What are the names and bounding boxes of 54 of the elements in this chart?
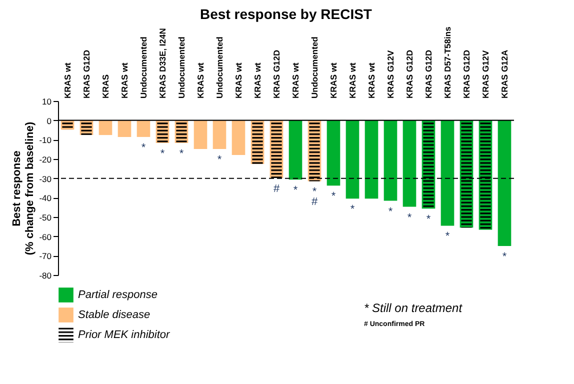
x-tick-label: KRAS wt	[196, 62, 206, 98]
x-tick-label: KRAS wt	[366, 62, 376, 98]
data-label: *	[502, 251, 508, 263]
data-label: *	[426, 214, 432, 226]
data-label: *	[388, 206, 394, 218]
x-tick-label: KRAS	[100, 74, 110, 98]
x-tick-label: KRAS G12A	[500, 50, 510, 98]
legend-label: Prior MEK inhibitor	[78, 329, 172, 341]
data-label: *	[141, 142, 146, 154]
y-tick-label: 0	[46, 116, 52, 126]
x-tick-label: KRAS wt	[62, 62, 72, 98]
x-tick-label: KRAS G12D	[424, 50, 434, 98]
y-tick-label: -20	[39, 154, 52, 164]
y-tick-label: -40	[39, 193, 52, 204]
x-tick-label: KRAS wt	[120, 62, 130, 98]
y-tick-label: -10	[39, 135, 52, 146]
chart-title: Best response by RECIST	[200, 6, 372, 22]
data-label: *	[445, 230, 450, 243]
x-tick-label: Undocumented	[138, 36, 148, 98]
x-tick-label: KRAS wt	[348, 62, 358, 98]
data-label: *	[179, 148, 184, 160]
x-tick-label: KRAS wt	[234, 62, 244, 98]
x-tick-label: KRAS wt	[252, 62, 262, 98]
y-tick-label: -60	[39, 232, 52, 242]
x-tick-label: KRAS wt	[290, 62, 300, 98]
x-tick-label: Undocumented	[214, 36, 224, 98]
x-tick-label: KRAS D33E, I24N	[158, 28, 168, 98]
data-label: *	[331, 190, 336, 203]
x-tick-label: KRAS wt	[328, 62, 338, 98]
data-label: *	[160, 148, 166, 160]
data-label: *	[217, 154, 222, 166]
y-tick-label: -80	[39, 270, 52, 280]
text: * Still on treatment	[364, 301, 463, 315]
y-axis-title: Best response (% change from baseline)	[11, 122, 36, 256]
x-tick-label: KRAS G12D	[272, 50, 282, 98]
data-label: *	[293, 184, 298, 197]
legend-label: Partial response	[78, 289, 158, 301]
data-label: *	[350, 204, 356, 216]
y-tick-label: 10	[42, 96, 52, 106]
y-tick-label: -70	[39, 251, 52, 262]
x-tick-label: Undocumented	[310, 36, 320, 98]
x-tick-label: KRAS G12D	[404, 50, 414, 98]
x-tick-label: KRAS G12D	[462, 50, 472, 98]
x-tick-label: KRAS D57-T58ins	[442, 26, 452, 98]
data-label: * #	[311, 186, 318, 208]
x-tick-label: KRAS G12V	[480, 50, 490, 98]
x-tick-label: KRAS G12V	[386, 50, 396, 98]
y-tick-label: -50	[39, 212, 52, 222]
x-tick-label: Undocumented	[176, 36, 186, 98]
y-tick-label: -30	[39, 174, 52, 184]
data-label: #	[273, 182, 280, 195]
data-label: *	[407, 212, 412, 224]
legend-label: Stable disease	[78, 309, 150, 321]
x-tick-label: KRAS G12D	[82, 50, 92, 98]
